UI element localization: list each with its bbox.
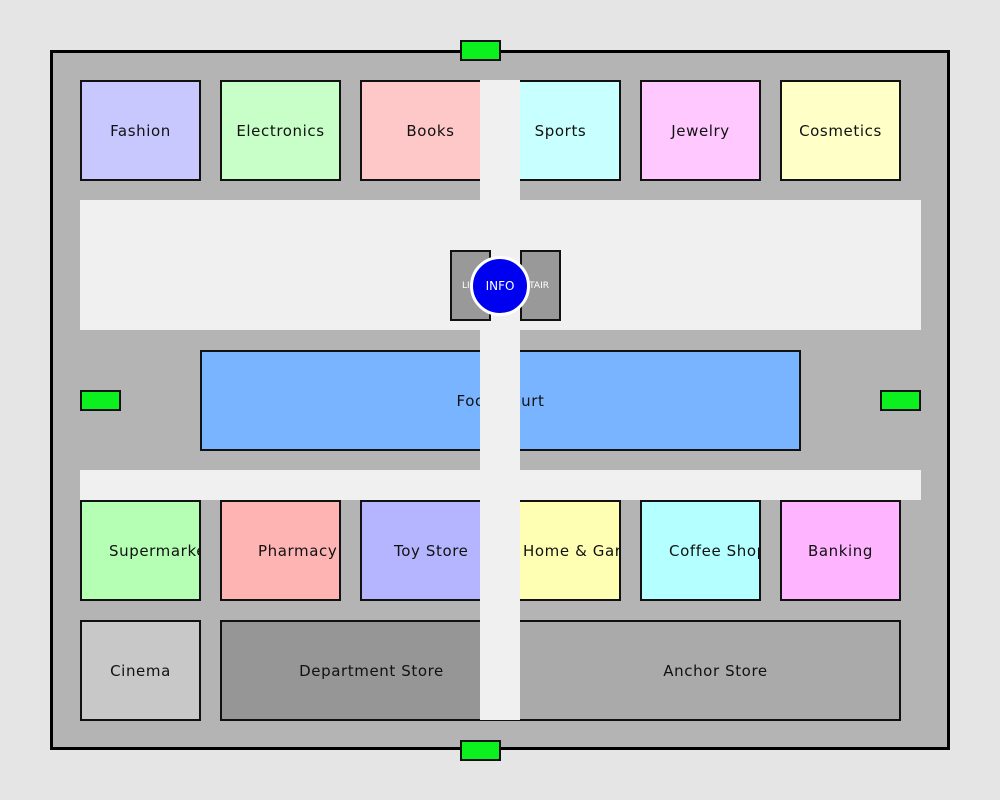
store-label: Pharmacy [258,541,338,560]
store-department-store[interactable]: Department Store [220,620,501,721]
store-cinema[interactable]: Cinema [80,620,201,721]
store-label: Fashion [110,121,171,140]
store-label: Jewelry [671,121,730,140]
store-books[interactable]: Books [360,80,501,181]
store-label: Supermarket [109,541,199,560]
store-sports[interactable]: Sports [500,80,621,181]
store-label: Coffee Shop [669,541,761,560]
store-toy-store[interactable]: Toy Store [360,500,501,601]
store-label: Anchor Store [663,661,768,680]
store-jewelry[interactable]: Jewelry [640,80,761,181]
store-label: Books [406,121,455,140]
info-desk[interactable]: INFO [470,256,530,316]
store-banking[interactable]: Banking [780,500,901,601]
info-label: INFO [485,279,515,293]
store-label: Cosmetics [799,121,882,140]
entrance-north[interactable] [460,40,501,61]
stair-label: STAIR [523,280,549,291]
store-label: Banking [807,541,874,560]
entrance-east[interactable] [880,390,921,411]
store-electronics[interactable]: Electronics [220,80,341,181]
store-supermarket[interactable]: Supermarket [80,500,201,601]
store-coffee-shop[interactable]: Coffee Shop [640,500,761,601]
store-pharmacy[interactable]: Pharmacy [220,500,341,601]
store-label: Home & Garden [523,541,621,560]
store-label: Cinema [110,661,171,680]
store-cosmetics[interactable]: Cosmetics [780,80,901,181]
store-label: Sports [534,121,587,140]
store-home-garden[interactable]: Home & Garden [500,500,621,601]
store-label: Electronics [236,121,325,140]
walkway-central [480,80,520,720]
store-fashion[interactable]: Fashion [80,80,201,181]
store-label: Toy Store [394,541,469,560]
entrance-west[interactable] [80,390,121,411]
entrance-south[interactable] [460,740,501,761]
store-label: Department Store [299,661,444,680]
store-anchor-store[interactable]: Anchor Store [500,620,901,721]
